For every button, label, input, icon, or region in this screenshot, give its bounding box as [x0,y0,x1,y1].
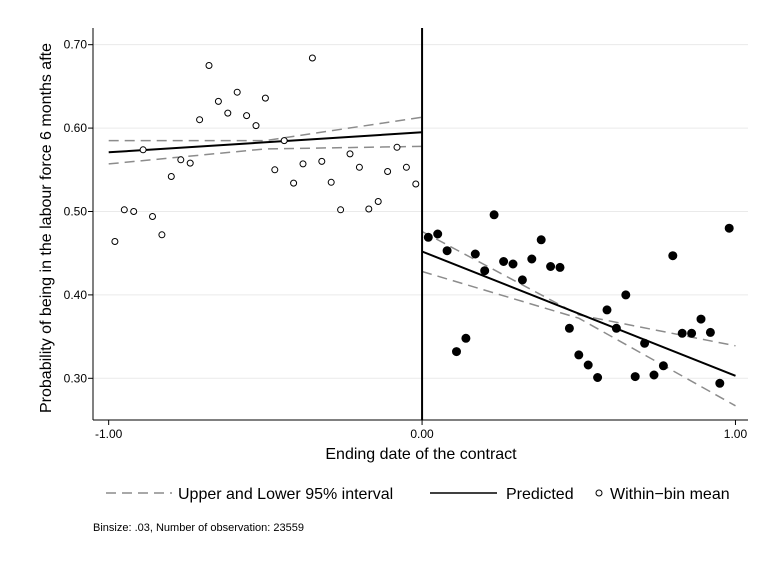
bin-mean-point-hollow [365,205,373,213]
x-tick-label: 1.00 [724,427,748,441]
bin-mean-point-hollow [393,143,401,151]
bin-mean-point-hollow [337,206,345,214]
bin-mean-point-hollow [120,206,128,214]
bin-mean-point-hollow [384,168,392,175]
chart-note: Binsize: .03, Number of observation: 235… [93,522,304,534]
bin-mean-point-filled [470,249,480,259]
bin-mean-point-filled [423,232,433,242]
ci-line [421,270,736,407]
bin-mean-point-hollow [271,166,279,174]
bin-mean-point-hollow [318,157,326,165]
bin-mean-point-hollow [261,94,269,102]
bin-mean-point-filled [536,235,546,245]
x-tick-label: 0.00 [410,427,434,441]
ci-line [108,116,423,142]
bin-mean-point-filled [527,254,537,264]
legend: Upper and Lower 95% interval Predicted W… [106,486,730,503]
bin-mean-point-filled [724,223,734,233]
bin-mean-point-hollow [130,208,138,215]
bin-mean-point-hollow [355,163,363,171]
axes [88,28,748,425]
bin-mean-point-filled [546,262,556,271]
predicted-line [421,250,736,377]
bin-mean-point-filled [517,275,527,285]
bin-mean-point-filled [489,210,499,220]
bin-mean-point-filled [677,328,687,338]
legend-label-binmean: Within−bin mean [610,486,730,503]
bin-mean-point-hollow [205,62,213,69]
bin-mean-point-filled [555,262,565,272]
x-axis-label: Ending date of the contract [325,446,517,463]
bin-mean-point-hollow [299,160,307,168]
bin-mean-point-filled [611,323,621,333]
scatter-points [111,54,734,388]
bin-mean-point-filled [480,266,490,276]
bin-mean-point-hollow [290,179,298,187]
legend-label-ci: Upper and Lower 95% interval [178,486,393,503]
bin-mean-point-filled [442,246,452,256]
bin-mean-point-hollow [177,156,185,164]
bin-mean-point-hollow [158,231,166,239]
bin-mean-point-filled [593,373,603,382]
bin-mean-point-filled [621,290,631,300]
bin-mean-point-filled [715,378,725,388]
bin-mean-point-filled [602,305,612,315]
bin-mean-point-hollow [196,116,204,124]
bin-mean-point-filled [696,314,706,324]
x-tick-label: -1.00 [95,427,123,441]
ci-line [108,145,423,165]
bin-mean-point-hollow [233,88,241,96]
bin-mean-point-filled [433,229,443,239]
ci-line [421,230,736,347]
bin-mean-point-filled [499,257,509,266]
bin-mean-point-hollow [346,150,354,158]
bin-mean-point-hollow [327,178,335,186]
bin-mean-point-filled [508,259,518,269]
bin-mean-point-filled [658,361,668,371]
y-tick-label: 0.30 [64,371,88,385]
bin-mean-point-hollow [412,180,420,188]
bin-mean-point-hollow [308,54,316,62]
tick-labels: 0.30 0.40 0.50 0.60 0.70 -1.00 0.00 1.00 [64,38,748,441]
bin-mean-point-hollow [374,198,382,205]
bin-mean-point-filled [649,370,659,380]
ci-lines [108,116,736,407]
bin-mean-point-filled [705,327,715,337]
bin-mean-point-hollow [214,97,222,105]
bin-mean-point-hollow [149,213,156,220]
bin-mean-point-filled [564,323,574,333]
bin-mean-point-filled [574,350,584,360]
y-axis-label: Probability of being in the labour force… [38,43,55,413]
bin-mean-point-hollow [224,109,232,117]
bin-mean-point-hollow [139,146,147,154]
bin-mean-point-filled [640,338,650,348]
bin-mean-point-filled [668,251,678,261]
bin-mean-point-hollow [243,112,251,120]
bin-mean-point-filled [461,333,471,343]
bin-mean-point-hollow [167,173,175,180]
y-tick-label: 0.50 [64,204,88,218]
y-tick-label: 0.70 [64,38,88,52]
y-tick-label: 0.60 [64,121,88,135]
legend-hollow-marker [595,489,603,497]
y-tick-label: 0.40 [64,288,88,302]
bin-mean-point-hollow [280,137,288,145]
bin-mean-point-hollow [186,159,194,167]
predicted-line [108,131,423,154]
legend-label-predicted: Predicted [506,486,574,503]
predicted-lines [108,131,736,377]
bin-mean-point-filled [687,328,697,338]
bin-mean-point-filled [452,347,461,357]
bin-mean-point-hollow [252,122,260,130]
bin-mean-point-filled [630,372,640,382]
bin-mean-point-hollow [402,163,410,171]
bin-mean-point-filled [583,360,593,370]
bin-mean-point-hollow [111,238,119,245]
